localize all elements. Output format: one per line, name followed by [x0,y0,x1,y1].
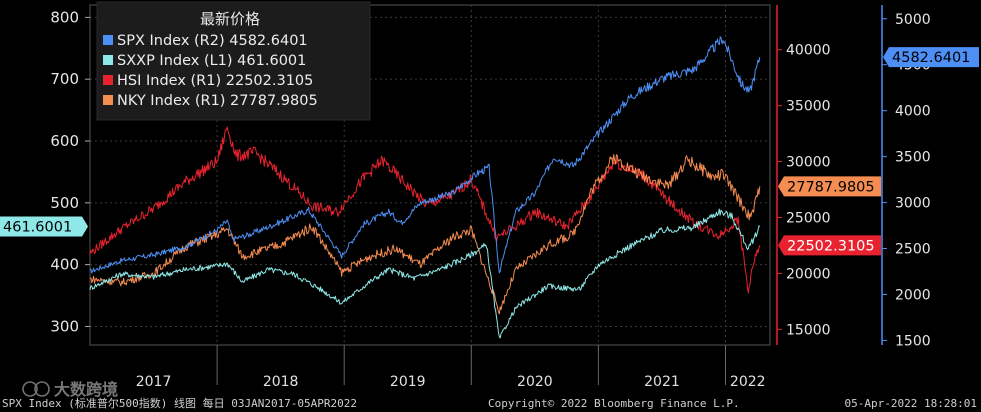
legend-label-1: SXXP Index (L1) 461.6001 [117,53,306,69]
tag-hsi-last-bg [778,235,881,256]
series-group [89,36,761,339]
tag-nky-last-text: 27787.9805 [787,179,875,195]
r1-tick-label-35000: 35000 [786,99,831,115]
legend-label-2: HSI Index (R1) 22502.3105 [117,73,313,89]
r2-tick-label-5000: 5000 [895,12,931,28]
tag-nky-last: 27787.9805 [778,176,881,197]
tag-spx-last-text: 4582.6401 [892,50,970,66]
x-tick-label-2019: 2019 [390,374,426,390]
tag-sxxp-last-bg [0,216,88,237]
x-tick-label-2022: 2022 [730,374,766,390]
r2-tick-label-3500: 3500 [895,150,931,166]
r1-tick-label-15000: 15000 [786,322,831,338]
r2-tick-label-2500: 2500 [895,242,931,258]
series-line-sxxp [89,208,761,339]
x-tick-label-2017: 2017 [136,374,172,390]
tag-spx-last: 4582.6401 [883,47,979,68]
legend-title: 最新价格 [200,10,260,28]
l1-tick-label-500: 500 [50,194,79,212]
legend-label-0: SPX Index (R2) 4582.6401 [117,33,308,49]
legend-background [96,1,371,121]
plot-frame [89,4,771,346]
r1-tick-label-20000: 20000 [786,266,831,282]
r1-tick-label-25000: 25000 [786,211,831,227]
x-tick-label-2018: 2018 [263,374,299,390]
series-line-nky [89,154,761,315]
watermark-text: 大数跨境 [54,380,118,399]
l1-tick-label-400: 400 [50,256,79,274]
tag-hsi-last-text: 22502.3105 [787,238,875,254]
r1-tick-label-30000: 30000 [786,155,831,171]
l1-tick-label-600: 600 [50,132,79,150]
r2-tick-label-2000: 2000 [895,287,931,303]
tag-sxxp-last: 461.6001 [0,216,88,237]
r2-tick-label-4000: 4000 [895,104,931,120]
r2-tick-label-1500: 1500 [895,333,931,349]
l1-tick-label-700: 700 [50,70,79,88]
x-tick-label-2021: 2021 [644,374,680,390]
legend-items: SPX Index (R2) 4582.6401 SXXP Index (L1) … [103,33,318,109]
footer-description: SPX Index (标准普尔500指数) 线图 每日 03JAN2017-05… [2,396,357,410]
series-line-hsi [89,126,761,294]
r1-tick-label-40000: 40000 [786,43,831,59]
watermark-logo-icon [22,381,38,397]
legend: 最新价格 SPX Index (R2) 4582.6401 SXXP Index … [96,1,371,121]
watermark-logo-icon-ring [34,381,50,397]
footer-copyright: Copyright© 2022 Bloomberg Finance L.P. [488,397,740,410]
series-line-spx [89,36,761,274]
tag-spx-last-bg [883,47,979,68]
legend-swatch-2 [103,75,113,85]
l1-tick-label-300: 300 [50,317,79,335]
watermark: 大数跨境 [22,380,118,399]
legend-swatch-1 [103,55,113,65]
legend-label-3: NKY Index (R1) 27787.9805 [117,93,318,109]
r2-tick-label-3000: 3000 [895,196,931,212]
l1-tick-label-800: 800 [50,8,79,26]
footer: SPX Index (标准普尔500指数) 线图 每日 03JAN2017-05… [2,396,977,410]
legend-swatch-0 [103,35,113,45]
tag-nky-last-bg [778,176,881,197]
axes-group: 2017 2018 2019 2020 2021 2022 300 400 500 600 700 8… [0,5,979,390]
x-tick-label-2020: 2020 [517,374,553,390]
tag-hsi-last: 22502.3105 [778,235,881,256]
footer-timestamp: 05-Apr-2022 18:28:01 [845,397,977,410]
legend-swatch-3 [103,95,113,105]
tag-sxxp-last-text: 461.6001 [3,220,72,236]
